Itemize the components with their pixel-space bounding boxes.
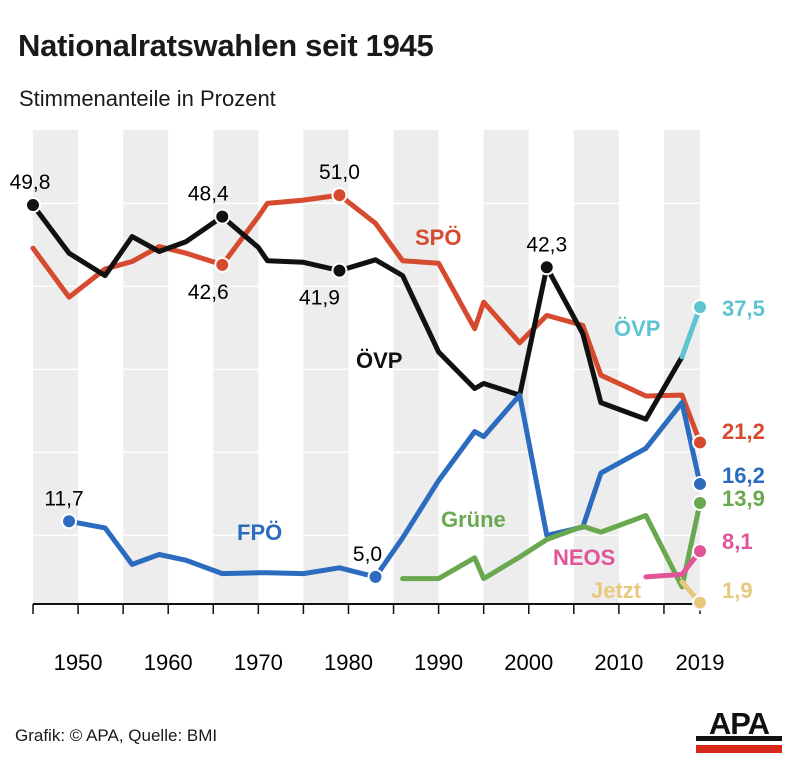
logo-text: APA xyxy=(709,707,770,741)
end-point xyxy=(692,434,708,451)
data-point xyxy=(331,187,348,204)
data-point xyxy=(331,262,348,279)
data-label: 41,9 xyxy=(299,287,340,310)
line-chart: 1950 1960 1970 1980 1990 2000 2010 2019 49,8 48,4… xyxy=(10,130,765,675)
background-band xyxy=(123,130,169,604)
x-tick-label: 1960 xyxy=(144,650,193,675)
background-band xyxy=(393,130,439,604)
end-value-label: 21,2 xyxy=(722,419,765,444)
end-value-label: 8,1 xyxy=(722,529,753,554)
end-point xyxy=(692,495,708,512)
end-value-label: 37,5 xyxy=(722,296,765,321)
x-tick-label: 1950 xyxy=(54,650,103,675)
series-line-gruene xyxy=(400,500,703,590)
x-tick-label: 2019 xyxy=(676,650,725,675)
background-band xyxy=(483,130,529,604)
background-band xyxy=(303,130,349,604)
data-label: 42,3 xyxy=(526,233,567,256)
x-tick-label: 2000 xyxy=(504,650,553,675)
series-name-label: ÖVP xyxy=(614,316,660,341)
data-point xyxy=(25,197,41,214)
series-line-spoe xyxy=(30,192,703,445)
source-note: Grafik: © APA, Quelle: BMI xyxy=(15,726,218,745)
series-name-label: Jetzt xyxy=(591,578,642,603)
x-tick-label: 1980 xyxy=(324,650,373,675)
data-label: 5,0 xyxy=(353,543,382,566)
end-point xyxy=(692,475,708,492)
end-value-label: 13,9 xyxy=(722,486,765,511)
data-label: 11,7 xyxy=(44,487,83,510)
series-line-oevp xyxy=(30,202,685,422)
series-line-neos xyxy=(643,548,703,580)
end-point xyxy=(692,299,708,316)
data-label: 42,6 xyxy=(188,281,229,304)
x-tick-label: 2010 xyxy=(594,650,643,675)
series-name-label: Grüne xyxy=(441,507,506,532)
series-name-label: FPÖ xyxy=(237,520,282,545)
series-name-label: ÖVP xyxy=(356,348,402,373)
x-tick-label: 1990 xyxy=(414,650,463,675)
end-point xyxy=(692,594,708,611)
series-name-label: NEOS xyxy=(553,545,615,570)
end-value-label: 16,2 xyxy=(722,463,765,488)
chart-title: Nationalratswahlen seit 1945 xyxy=(18,28,434,63)
end-value-label: 1,9 xyxy=(722,578,753,603)
series-name-label: SPÖ xyxy=(415,225,461,250)
series-line-oevp xyxy=(679,304,703,360)
data-label: 51,0 xyxy=(319,161,360,184)
chart-subtitle: Stimmenanteile in Prozent xyxy=(19,86,276,111)
data-point xyxy=(61,513,78,530)
x-tick-label: 1970 xyxy=(234,650,283,675)
data-point xyxy=(214,256,231,273)
data-point xyxy=(367,568,384,585)
data-point xyxy=(538,259,555,276)
series-line-fpoe xyxy=(66,392,703,580)
data-label: 49,8 xyxy=(10,171,51,194)
apa-logo: APA xyxy=(696,707,782,753)
data-point xyxy=(214,208,231,225)
end-point xyxy=(692,543,708,560)
data-label: 48,4 xyxy=(188,183,229,206)
